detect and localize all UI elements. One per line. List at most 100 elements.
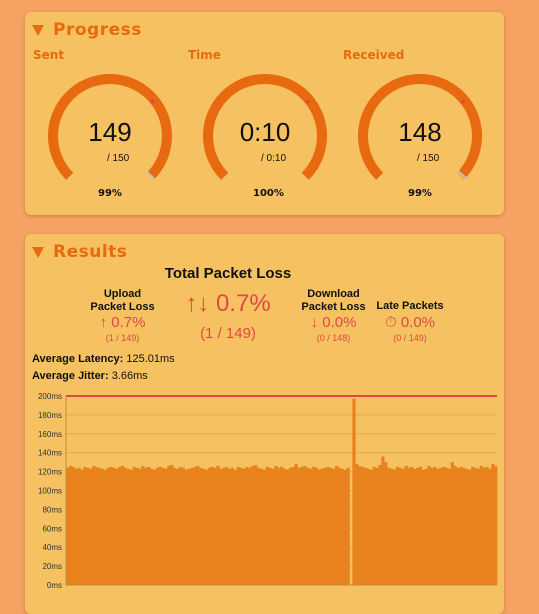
latency-bar <box>418 466 423 585</box>
latency-bar <box>407 467 411 585</box>
latency-bar <box>155 467 159 585</box>
results-title: Results <box>53 242 128 262</box>
y-tick-label: 180ms <box>38 411 62 420</box>
sent-value: 149 <box>88 117 132 147</box>
latency-bar <box>389 468 394 585</box>
latency-bar <box>138 468 142 585</box>
latency-bar <box>433 466 437 585</box>
latency-bar <box>436 468 440 585</box>
latency-bar <box>207 467 211 585</box>
gauge-remaining <box>457 170 467 179</box>
up-down-arrows-icon: ↑↓ <box>185 290 210 317</box>
latency-bar <box>204 469 209 585</box>
upload-loss-value: ↑ 0.7% <box>99 314 146 331</box>
latency-bar <box>369 469 373 585</box>
received-total: / 150 <box>417 153 440 164</box>
late-packets-label: Late Packets <box>376 300 444 312</box>
latency-bar <box>317 469 321 585</box>
latency-bar <box>233 469 237 585</box>
latency-bar <box>494 465 498 585</box>
latency-bar <box>181 467 185 585</box>
latency-bar <box>491 464 495 585</box>
total-loss-label: Total Packet Loss <box>164 265 292 282</box>
latency-bar <box>100 468 104 585</box>
latency-bar <box>303 465 307 585</box>
gauge-fill <box>48 74 172 180</box>
results-toggle[interactable]: Results <box>32 242 127 262</box>
upload-loss-label: Upload Packet Loss <box>90 288 155 313</box>
download-loss-count: (0 / 148) <box>316 333 351 343</box>
latency-bar <box>158 466 162 585</box>
latency-bar <box>485 466 489 585</box>
received-percent: 99% <box>408 188 432 199</box>
latency-bar <box>230 467 235 585</box>
late-packets-value: ⏱ 0.0% <box>384 314 436 331</box>
latency-bar <box>152 469 156 585</box>
upload-loss-count: (1 / 149) <box>105 333 140 343</box>
results-panel: Results Total Packet Loss ↑↓ 0.7% (1 / 1… <box>25 234 504 614</box>
progress-title: Progress <box>53 20 142 40</box>
received-gauge-ring <box>358 74 482 180</box>
latency-bar <box>239 467 243 585</box>
latency-bar <box>115 468 119 585</box>
total-loss-count: (1 / 149) <box>200 325 256 342</box>
sent-percent: 99% <box>98 188 122 199</box>
latency-bar <box>306 467 310 585</box>
y-tick-label: 100ms <box>38 487 62 496</box>
gauge-fill <box>203 74 327 180</box>
latency-bar <box>89 468 93 585</box>
latency-bar <box>476 468 480 585</box>
time-gauge: 0:10 / 0:10 100% <box>200 71 330 201</box>
latency-bar <box>71 466 75 585</box>
latency-bar <box>274 465 278 585</box>
latency-bar <box>473 467 478 585</box>
download-loss-value: ↓ 0.0% <box>310 314 357 331</box>
y-tick-label: 120ms <box>38 468 62 477</box>
latency-bar <box>392 469 397 585</box>
received-gauge: 148 / 150 99% <box>355 71 485 201</box>
latency-bar <box>74 468 78 585</box>
received-label: Received <box>343 48 405 62</box>
received-value: 148 <box>398 117 442 147</box>
latency-bar <box>401 468 405 585</box>
latency-bar <box>97 467 102 585</box>
latency-bar <box>245 466 249 585</box>
collapse-triangle-icon <box>32 24 44 36</box>
sent-total: / 150 <box>107 153 130 164</box>
latency-bar <box>268 467 272 585</box>
gauge-fill <box>358 74 482 180</box>
y-tick-label: 80ms <box>42 505 62 514</box>
latency-bar <box>340 468 344 585</box>
latency-bar <box>86 467 90 585</box>
latency-bar <box>323 467 327 585</box>
latency-bar <box>346 467 350 585</box>
latency-bar <box>329 467 333 585</box>
y-tick-label: 200ms <box>38 392 62 401</box>
latency-bar <box>190 467 194 585</box>
latency-bar <box>470 466 475 585</box>
latency-bar <box>170 464 174 585</box>
latency-bar <box>256 467 261 585</box>
latency-bar <box>94 466 99 585</box>
latency-bar <box>164 468 168 585</box>
latency-bar <box>173 467 177 585</box>
latency-bar <box>77 467 81 585</box>
latency-bar <box>227 468 232 585</box>
latency-bar <box>297 467 301 585</box>
latency-bar <box>242 468 246 585</box>
y-tick-label: 40ms <box>42 543 62 552</box>
latency-bar <box>337 467 342 585</box>
latency-bar <box>413 468 417 585</box>
total-loss-value: ↑↓ 0.7% <box>185 290 271 317</box>
latency-bar <box>149 468 154 585</box>
latency-bar <box>375 467 379 585</box>
latency-bar <box>184 469 188 585</box>
latency-bar <box>291 466 295 585</box>
latency-bar <box>326 466 330 585</box>
latency-bar <box>404 465 408 585</box>
latency-bar <box>193 466 197 585</box>
latency-bar <box>112 467 116 585</box>
latency-bar <box>343 469 347 585</box>
latency-bar <box>439 467 443 585</box>
progress-toggle[interactable]: Progress <box>32 20 142 40</box>
